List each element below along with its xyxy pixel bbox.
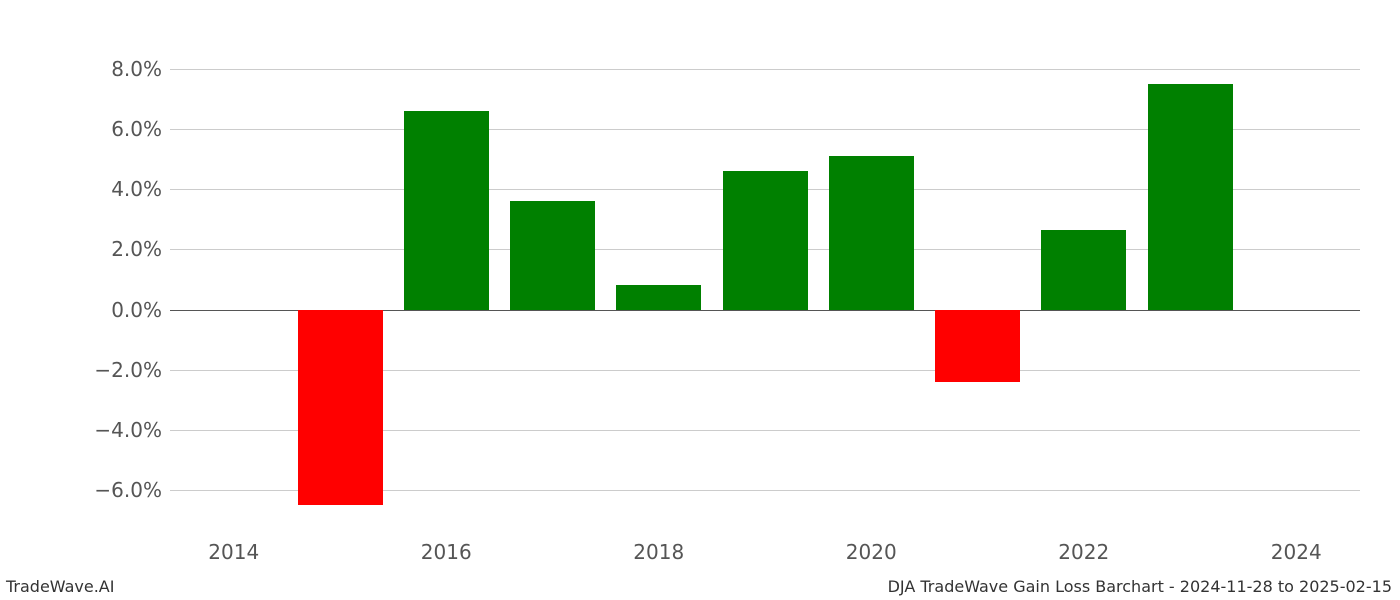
x-tick-label: 2024 bbox=[1271, 540, 1322, 564]
x-tick-label: 2016 bbox=[421, 540, 472, 564]
x-tick-label: 2022 bbox=[1058, 540, 1109, 564]
bar-2022 bbox=[1041, 230, 1126, 310]
y-tick-label: 0.0% bbox=[20, 298, 170, 322]
x-tick-label: 2020 bbox=[846, 540, 897, 564]
x-axis-ticks: 2014 2016 2018 2020 2022 2024 bbox=[170, 540, 1360, 570]
y-tick-label: 6.0% bbox=[20, 117, 170, 141]
brand-label: TradeWave.AI bbox=[6, 577, 114, 596]
chart-caption: DJA TradeWave Gain Loss Barchart - 2024-… bbox=[888, 577, 1392, 596]
y-tick-label: −2.0% bbox=[20, 358, 170, 382]
y-tick-label: −6.0% bbox=[20, 478, 170, 502]
y-tick-label: 4.0% bbox=[20, 177, 170, 201]
bar-2018 bbox=[616, 285, 701, 309]
bar-2019 bbox=[723, 171, 808, 309]
y-tick-label: −4.0% bbox=[20, 418, 170, 442]
y-tick-label: 2.0% bbox=[20, 237, 170, 261]
y-axis-ticks: −6.0% −4.0% −2.0% 0.0% 2.0% 4.0% 6.0% 8.0% bbox=[0, 45, 170, 535]
gridline bbox=[170, 69, 1360, 70]
bar-2021 bbox=[935, 310, 1020, 382]
bar-2023 bbox=[1148, 84, 1233, 309]
bar-2020 bbox=[829, 156, 914, 309]
plot-area bbox=[170, 45, 1360, 535]
chart-footer: TradeWave.AI DJA TradeWave Gain Loss Bar… bbox=[0, 572, 1400, 596]
bar-2015 bbox=[298, 310, 383, 505]
bar-2017 bbox=[510, 201, 595, 309]
x-tick-label: 2014 bbox=[208, 540, 259, 564]
bar-2016 bbox=[404, 111, 489, 309]
y-tick-label: 8.0% bbox=[20, 57, 170, 81]
x-tick-label: 2018 bbox=[633, 540, 684, 564]
gain-loss-barchart: −6.0% −4.0% −2.0% 0.0% 2.0% 4.0% 6.0% 8.0% 2014… bbox=[0, 0, 1400, 600]
